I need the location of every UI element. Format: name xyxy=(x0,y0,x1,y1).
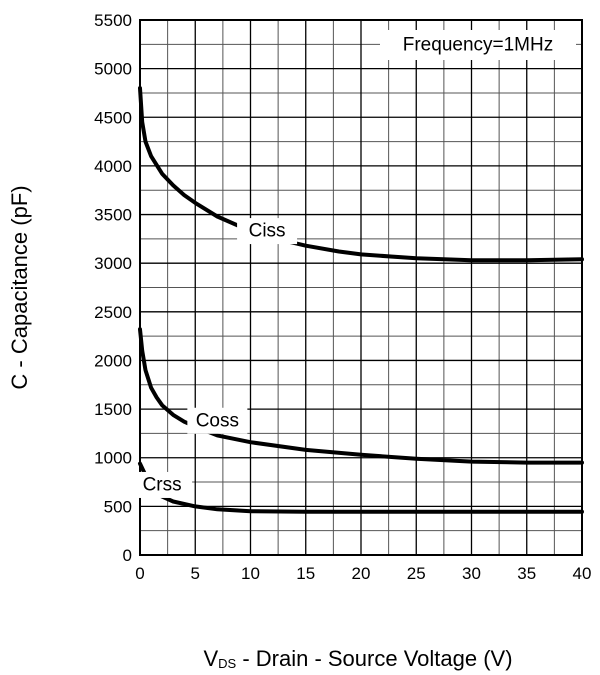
x-tick-label: 0 xyxy=(135,564,144,583)
y-axis-title: C - Capacitance (pF) xyxy=(7,185,32,389)
y-tick-label: 500 xyxy=(104,497,132,516)
series-line-ciss xyxy=(138,86,584,263)
series-label-background xyxy=(132,471,193,498)
y-tick-label: 0 xyxy=(123,546,132,565)
x-axis-title-subscript: DS xyxy=(218,656,236,671)
y-tick-label: 3500 xyxy=(94,206,132,225)
series-label-coss: Coss xyxy=(196,410,239,431)
frequency-annotation: Frequency=1MHz xyxy=(403,35,553,56)
y-tick-label: 5000 xyxy=(94,60,132,79)
plot-frame xyxy=(139,19,583,556)
x-tick-label: 5 xyxy=(191,564,200,583)
y-tick-label: 1000 xyxy=(94,449,132,468)
x-axis-title-prefix: V xyxy=(203,646,218,671)
series-label-background xyxy=(237,218,298,245)
x-tick-label: 25 xyxy=(407,564,426,583)
y-tick-label: 4000 xyxy=(94,157,132,176)
y-tick-label: 2500 xyxy=(94,303,132,322)
x-tick-label: 20 xyxy=(352,564,371,583)
series-labels: Ciss Coss Crss xyxy=(132,218,298,498)
x-axis-title: VDS - Drain - Source Voltage (V) xyxy=(203,646,512,671)
y-tick-label: 3000 xyxy=(94,254,132,273)
y-tick-labels: 0 500 1000 1500 2000 2500 3000 3500 4000 4500 5000… xyxy=(94,11,132,565)
x-tick-labels: 0 5 10 15 20 25 30 35 40 xyxy=(135,564,591,583)
series-label-background xyxy=(187,407,248,434)
x-tick-label: 35 xyxy=(517,564,536,583)
y-tick-label: 2000 xyxy=(94,351,132,370)
x-tick-label: 40 xyxy=(573,564,592,583)
y-tick-label: 4500 xyxy=(94,108,132,127)
y-tick-label: 1500 xyxy=(94,400,132,419)
x-tick-label: 30 xyxy=(462,564,481,583)
series-label-crss: Crss xyxy=(143,474,182,495)
x-axis-title-rest: - Drain - Source Voltage (V) xyxy=(236,646,512,671)
series-label-ciss: Ciss xyxy=(249,221,286,242)
y-tick-label: 5500 xyxy=(94,11,132,30)
x-tick-label: 15 xyxy=(296,564,315,583)
annotation-background xyxy=(380,30,576,60)
x-tick-label: 10 xyxy=(241,564,260,583)
